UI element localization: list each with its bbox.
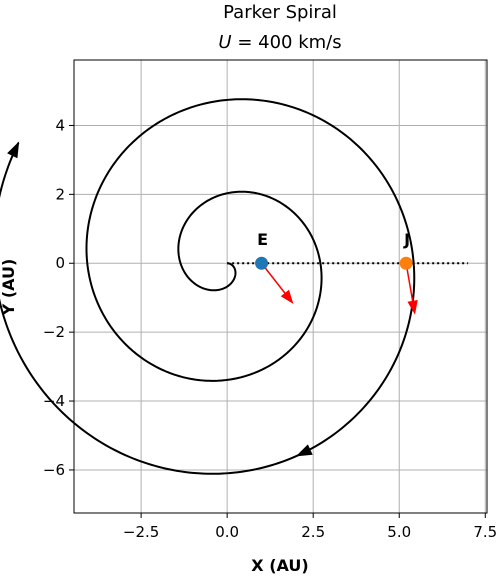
planet-marker — [255, 256, 269, 270]
axis-ticks: −2.5 0.0 2.5 5.0 7.5 −6 −4 −2 0 2 4 — [43, 116, 497, 541]
spiral-line — [0, 98, 416, 475]
subtitle-equals: = — [237, 32, 258, 53]
y-axis-label: Y (AU) — [0, 259, 18, 317]
x-tick-label: 0.0 — [215, 523, 239, 541]
x-tick-label: −2.5 — [123, 523, 159, 541]
y-tick-label: 4 — [55, 116, 65, 134]
planet-velocity-arrow — [260, 262, 287, 296]
grid — [74, 60, 487, 513]
chart-title: Parker Spiral — [223, 2, 337, 23]
y-tick-label: 2 — [55, 185, 65, 203]
spiral-direction-arrow — [7, 141, 20, 159]
planet-marker — [399, 256, 413, 270]
planet-velocity-arrow — [405, 263, 414, 304]
subtitle-value: 400 km/s — [258, 32, 341, 53]
planet-label: E — [257, 230, 268, 249]
plot-frame — [73, 59, 488, 514]
spiral-direction-arrow — [295, 444, 313, 457]
planet-label: J — [403, 230, 410, 249]
y-tick-label: 0 — [55, 254, 65, 272]
x-tick-label: 2.5 — [301, 523, 325, 541]
x-tick-label: 5.0 — [387, 523, 411, 541]
subtitle-variable: U — [218, 32, 231, 53]
x-axis-label: X (AU) — [251, 556, 308, 575]
x-tick-label: 7.5 — [473, 523, 497, 541]
planet-velocity-arrowhead — [407, 299, 418, 315]
y-tick-label: −2 — [43, 323, 65, 341]
chart-subtitle: U = 400 km/s — [218, 32, 341, 53]
y-tick-label: −6 — [43, 461, 65, 479]
y-tick-label: −4 — [43, 392, 65, 410]
planet-velocity-arrowhead — [280, 289, 294, 304]
